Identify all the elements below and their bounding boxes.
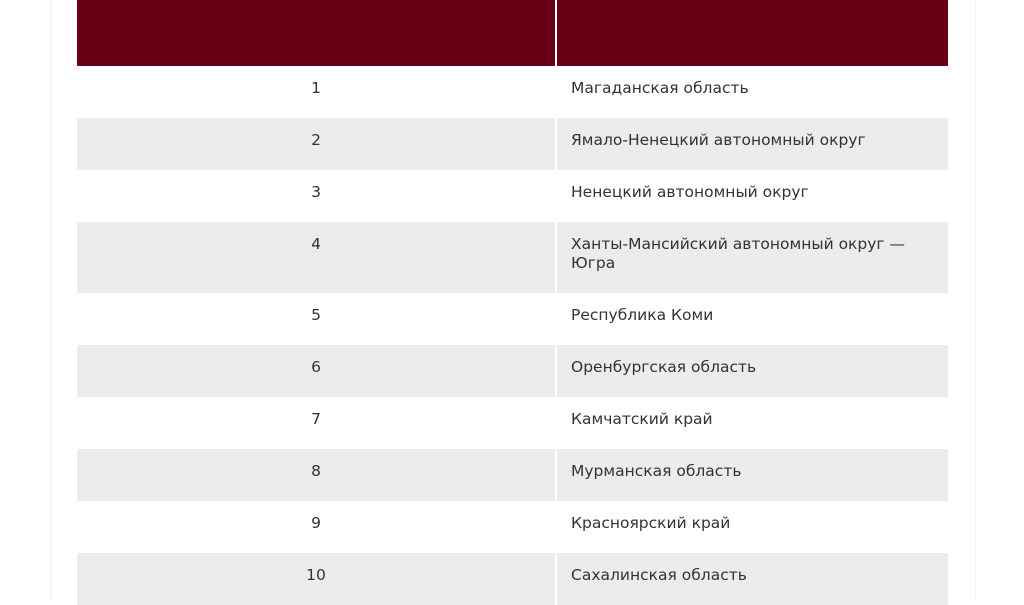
region-cell: Ненецкий автономный округ [571,183,809,201]
table-row: 5 Республика Коми [77,293,948,345]
rank-cell: 7 [77,397,557,449]
rank-cell: 3 [77,170,557,222]
region-cell: Мурманская область [556,449,948,501]
rank-cell: 10 [77,553,557,605]
rank-cell: 9 [77,501,557,553]
table-row: 3 Ненецкий автономный округ [77,170,948,222]
table-row: 10 Сахалинская область [77,553,948,605]
content-container [50,0,976,600]
table-row: 9 Красноярский край [77,501,948,553]
header-cell-region [556,0,948,66]
rank-cell: 4 [77,222,557,293]
table-row: 4 Ханты-Мансийский автономный округ — Югр… [77,222,948,293]
table-header-row [77,0,948,66]
table-row: 8 Мурманская область [77,449,948,501]
region-cell: Оренбургская область [556,345,948,397]
rank-cell: 2 [77,118,557,170]
table-row: 7 Камчатский край [77,397,948,449]
region-cell: Ямало-Ненецкий автономный округ [556,118,948,170]
rank-cell: 8 [77,449,557,501]
region-cell: Республика Коми [571,306,714,324]
header-cell-rank [77,0,557,66]
table-row: 1 Магаданская область [77,66,948,118]
region-cell: Камчатский край [571,410,713,428]
table-row: 2 Ямало-Ненецкий автономный округ [77,118,948,170]
region-cell: Сахалинская область [556,553,948,605]
regions-table: 1 Магаданская область 2 Ямало-Ненецкий авто… [77,0,948,605]
region-cell: Красноярский край [571,514,731,532]
rank-cell: 6 [77,345,557,397]
region-cell: Магаданская область [571,79,749,97]
rank-cell: 5 [77,293,557,345]
region-cell: Ханты-Мансийский автономный округ — Югра [556,222,948,293]
table-row: 6 Оренбургская область [77,345,948,397]
rank-cell: 1 [77,66,557,118]
